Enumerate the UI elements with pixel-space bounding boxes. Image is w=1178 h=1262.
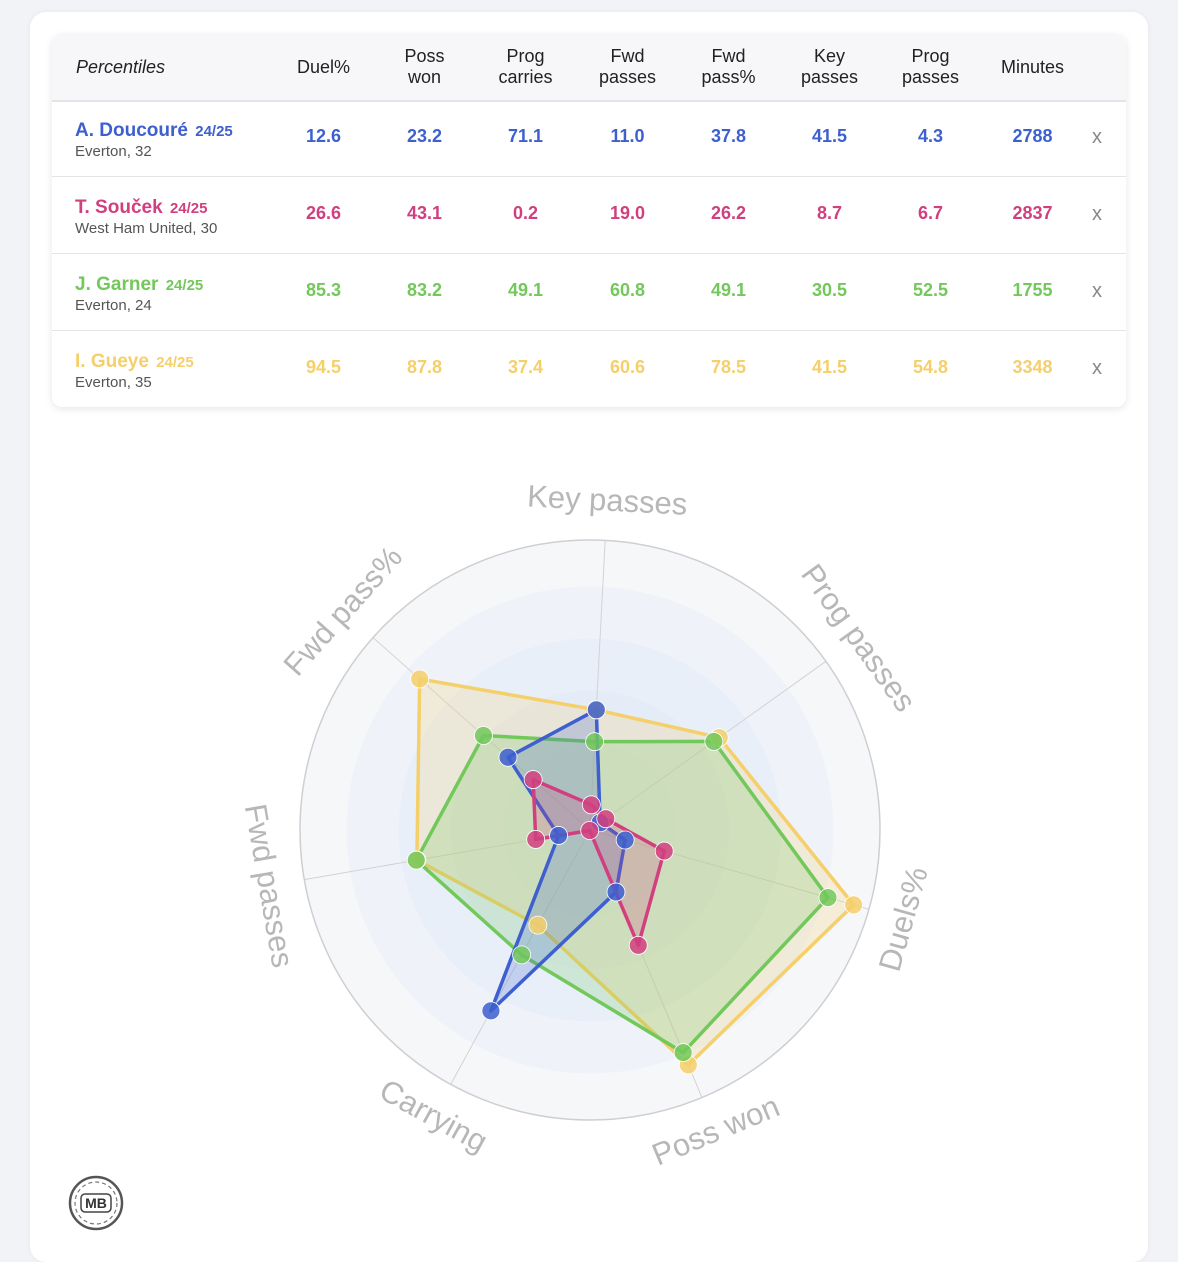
header-percentiles: Percentiles (76, 56, 166, 77)
value-fwd-pass-pct: 78.5 (710, 357, 747, 377)
value-poss-won: 43.1 (406, 203, 443, 223)
data-point (596, 809, 616, 829)
player-name[interactable]: T. Souček 24/25 (75, 197, 207, 219)
header-prog-carries: Prog carries (498, 46, 553, 87)
value-minutes: 2837 (1012, 203, 1053, 223)
value-minutes: 1755 (1012, 280, 1053, 300)
value-prog-carries: 49.1 (507, 280, 544, 300)
header-poss-won: Poss won (404, 46, 445, 87)
data-point (585, 732, 605, 752)
value-prog-passes: 4.3 (917, 126, 944, 146)
value-duel-pct: 94.5 (305, 357, 342, 377)
player-name[interactable]: J. Garner 24/25 (75, 274, 203, 296)
value-prog-passes: 52.5 (912, 280, 949, 300)
data-point (498, 747, 518, 767)
value-prog-passes: 6.7 (917, 203, 944, 223)
player-name[interactable]: A. Doucouré 24/25 (75, 120, 233, 142)
player-season: 24/25 (195, 123, 233, 140)
player-name-text: I. Gueye (75, 351, 149, 372)
value-prog-carries: 71.1 (507, 126, 544, 146)
player-club: West Ham United, 30 (75, 220, 218, 237)
remove-player-button[interactable]: x (1092, 126, 1102, 148)
data-point (481, 1001, 501, 1021)
header-fwd-pass-pct: Fwd pass% (701, 46, 756, 87)
svg-text:MB: MB (85, 1195, 107, 1211)
data-point (512, 945, 531, 965)
data-point (549, 826, 568, 845)
data-point (474, 726, 493, 745)
table-row: I. Gueye 24/25 Everton, 35 94.5 87.8 37.4 60.… (52, 331, 1126, 407)
player-name[interactable]: I. Gueye 24/25 (75, 351, 194, 373)
axis-label: Duels% (872, 863, 935, 975)
value-fwd-passes: 19.0 (609, 203, 646, 223)
player-club: Everton, 32 (75, 143, 152, 160)
value-fwd-passes: 60.8 (609, 280, 646, 300)
value-key-passes: 30.5 (811, 280, 848, 300)
table-header: Percentiles Duel% Poss won Prog carries Fw… (52, 34, 1126, 102)
value-key-passes: 41.5 (811, 126, 848, 146)
remove-player-button[interactable]: x (1092, 280, 1102, 302)
player-name-text: A. Doucouré (75, 120, 188, 141)
header-fwd-passes: Fwd passes (598, 46, 657, 87)
value-duel-pct: 26.6 (305, 203, 342, 223)
value-poss-won: 83.2 (406, 280, 443, 300)
header-key-passes: Key passes (800, 46, 859, 87)
value-key-passes: 8.7 (816, 203, 843, 223)
remove-player-button[interactable]: x (1092, 357, 1102, 379)
data-point (410, 669, 430, 689)
data-point (581, 795, 601, 815)
data-point (523, 770, 543, 789)
table-row: J. Garner 24/25 Everton, 24 85.3 83.2 49.1 60… (52, 254, 1126, 331)
player-name-text: T. Souček (75, 197, 163, 218)
value-poss-won: 87.8 (406, 357, 443, 377)
player-season: 24/25 (156, 354, 194, 371)
value-fwd-passes: 11.0 (610, 126, 645, 146)
data-point (580, 821, 600, 840)
data-point (615, 830, 635, 850)
percentiles-table: Percentiles Duel% Poss won Prog carries Fw… (52, 34, 1126, 407)
value-fwd-pass-pct: 37.8 (710, 126, 747, 146)
value-minutes: 2788 (1012, 126, 1053, 146)
value-duel-pct: 85.3 (305, 280, 342, 300)
data-point (704, 732, 724, 751)
value-duel-pct: 12.6 (305, 126, 342, 146)
header-duel-pct: Duel% (296, 56, 351, 77)
data-point (818, 888, 838, 907)
table-row: T. Souček 24/25 West Ham United, 30 26.6 43… (52, 177, 1126, 254)
data-point (673, 1043, 693, 1062)
player-season: 24/25 (169, 200, 208, 217)
value-prog-passes: 54.8 (912, 357, 949, 377)
player-club: Everton, 24 (75, 297, 152, 314)
header-minutes: Minutes (1000, 56, 1065, 77)
player-club: Everton, 35 (75, 374, 152, 391)
player-season: 24/25 (165, 277, 204, 294)
remove-player-button[interactable]: x (1092, 203, 1102, 225)
data-point (586, 700, 606, 720)
data-point (528, 915, 548, 935)
axis-label: Key passes (526, 478, 688, 521)
axis-label: Fwd passes (238, 801, 301, 970)
header-prog-passes: Prog passes (901, 46, 960, 87)
data-point (526, 830, 546, 849)
mb-logo: MB (68, 1175, 124, 1231)
data-point (406, 850, 426, 870)
value-fwd-passes: 60.6 (609, 357, 646, 377)
value-minutes: 3348 (1012, 357, 1053, 377)
axis-spoke (589, 540, 606, 831)
data-point (628, 935, 648, 955)
value-key-passes: 41.5 (811, 357, 848, 377)
value-prog-carries: 37.4 (507, 357, 544, 377)
table-row: A. Doucouré 24/25 Everton, 32 12.6 23.2 71.1… (52, 100, 1126, 177)
data-point (844, 895, 864, 915)
value-poss-won: 23.2 (406, 126, 443, 146)
outer-ring (299, 539, 881, 1121)
player-name-text: J. Garner (75, 274, 159, 295)
data-point (654, 841, 674, 861)
value-prog-carries: 0.2 (512, 203, 539, 223)
value-fwd-pass-pct: 49.1 (710, 280, 747, 300)
data-point (606, 882, 626, 902)
value-fwd-pass-pct: 26.2 (710, 203, 747, 223)
